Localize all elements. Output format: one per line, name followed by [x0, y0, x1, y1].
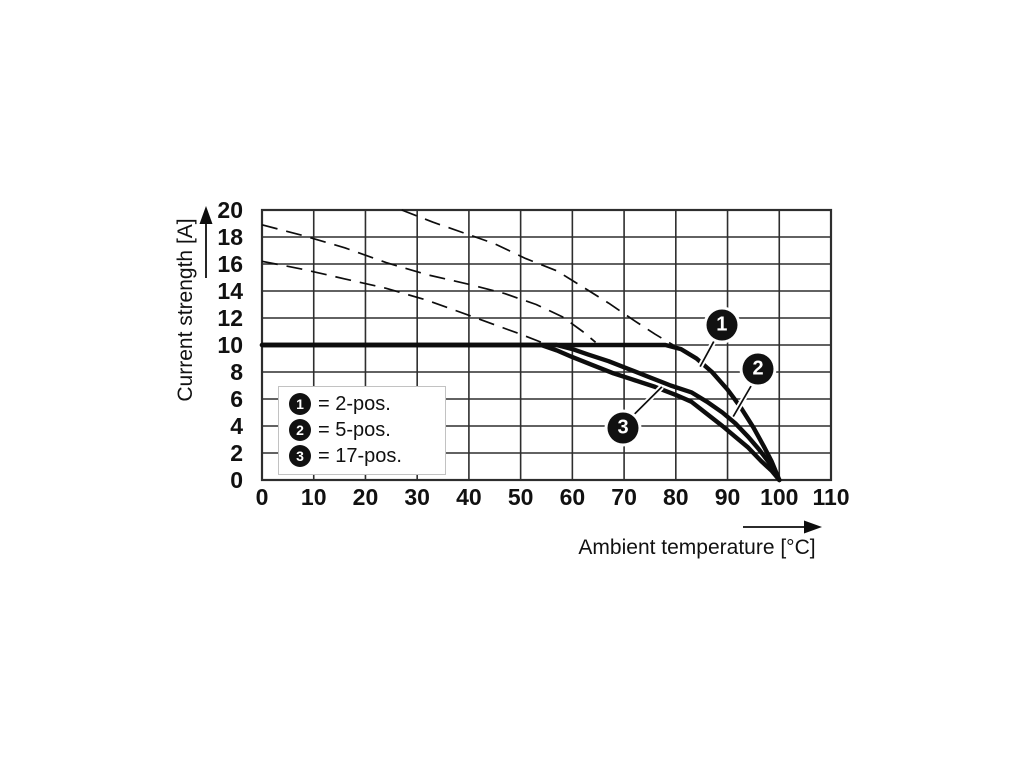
legend-marker-3: 3: [289, 445, 311, 467]
legend-box: 1 = 2-pos. 2 = 5-pos. 3 = 17-pos.: [278, 386, 446, 475]
curve-marker-3: 3: [607, 412, 639, 444]
pointer-line: [699, 340, 715, 368]
x-axis-arrowhead-icon: [804, 520, 822, 534]
legend-marker-2: 2: [289, 419, 311, 441]
curve-2-pos-rated-solid-: [259, 342, 782, 483]
x-tick-label-80: 80: [663, 484, 689, 510]
curve-marker-2: 2: [742, 353, 774, 385]
curve-5-pos-rated-solid-: [259, 342, 782, 483]
x-tick-label-40: 40: [456, 484, 482, 510]
y-tick-label-18: 18: [217, 224, 243, 250]
y-tick-label-8: 8: [230, 359, 243, 385]
legend-item-17pos: 3 = 17-pos.: [289, 444, 437, 468]
x-tick-label-50: 50: [507, 484, 534, 510]
y-tick-label-12: 12: [217, 305, 243, 331]
x-axis-title: Ambient temperature [°C]: [578, 536, 816, 559]
y-tick-label-14: 14: [217, 278, 243, 304]
x-tick-label-0: 0: [255, 484, 269, 510]
x-tick-label-10: 10: [300, 484, 327, 510]
x-tick-label-90: 90: [714, 484, 741, 510]
x-tick-label-100: 100: [760, 484, 799, 510]
pointer-line: [632, 386, 663, 416]
legend-label-5pos: = 5-pos.: [318, 418, 391, 441]
y-tick-label-20: 20: [217, 197, 243, 223]
legend-item-5pos: 2 = 5-pos.: [289, 418, 437, 442]
x-tick-label-20: 20: [352, 484, 379, 510]
curve-17-pos-derating-dashed-: [261, 260, 552, 346]
x-tick-label-70: 70: [611, 484, 637, 510]
y-tick-label-0: 0: [230, 467, 243, 493]
y-tick-label-4: 4: [230, 413, 243, 439]
curve-marker-1: 1: [706, 309, 738, 341]
y-axis-title: Current strength [A]: [174, 218, 197, 402]
y-tick-label-16: 16: [217, 251, 243, 277]
y-axis-arrowhead-icon: [199, 206, 213, 224]
curve-2-pos-derating-dashed-: [401, 209, 674, 346]
x-tick-label-110: 110: [812, 484, 850, 510]
curve-5-pos-derating-dashed-: [261, 223, 597, 343]
x-tick-label-30: 30: [404, 484, 430, 510]
y-tick-label-10: 10: [217, 332, 243, 358]
legend-marker-1: 1: [289, 393, 311, 415]
legend-item-2pos: 1 = 2-pos.: [289, 392, 437, 416]
x-tick-label-60: 60: [559, 484, 586, 510]
y-tick-label-2: 2: [230, 440, 243, 466]
legend-label-2pos: = 2-pos.: [318, 392, 391, 415]
curve-17-pos-rated-solid-: [259, 342, 782, 483]
legend-label-17pos: = 17-pos.: [318, 444, 402, 467]
y-tick-label-6: 6: [230, 386, 243, 412]
pointer-line: [732, 385, 753, 417]
